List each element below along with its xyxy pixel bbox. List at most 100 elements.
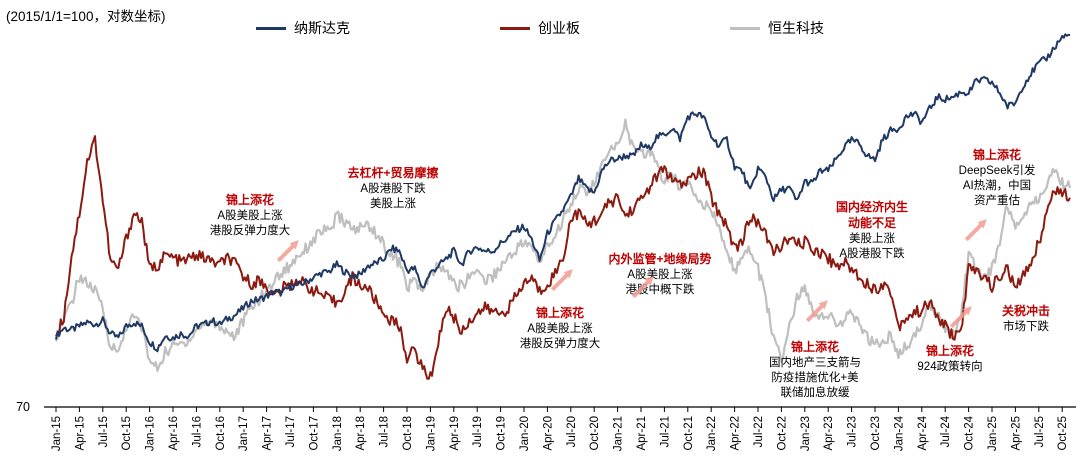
- legend: 纳斯达克 创业板 恒生科技: [0, 18, 1080, 38]
- annotation-title: 国内经济内生 动能不足: [836, 200, 908, 232]
- annotation-body-line: 美股上涨: [369, 198, 416, 210]
- x-tick-label: Oct-19: [496, 416, 508, 451]
- annotation-body-line: A股港股下跌: [839, 247, 905, 260]
- series-line-nasdaq: [55, 33, 1071, 353]
- legend-label: 创业板: [538, 20, 580, 36]
- chart-annotation: 锦上添花 国内地产三支箭与 防疫措施优化+美 联储加息放缓: [769, 340, 861, 401]
- x-tick-label: Apr-21: [636, 416, 648, 451]
- annotation-title-line: 关税冲击: [1001, 304, 1051, 318]
- annotation-body-line: 防疫措施优化+美: [771, 372, 859, 384]
- x-tick-label: Apr-17: [262, 416, 274, 451]
- annotation-title-line: 动能不足: [847, 215, 897, 230]
- annotation-body-line: 924政策转向: [917, 360, 983, 373]
- x-tick-label: Oct-20: [589, 416, 601, 451]
- x-tick-label: Apr-24: [917, 415, 929, 450]
- annotation-body-line: A股美股上涨: [217, 209, 283, 222]
- annotation-body: A股美股上涨 港股中概下跌: [608, 268, 711, 298]
- x-tick-label: Apr-18: [355, 416, 367, 451]
- annotation-body: 国内地产三支箭与 防疫措施优化+美 联储加息放缓: [769, 356, 861, 402]
- chart-annotation: 去杠杆+贸易摩擦 A股港股下跌 美股上涨: [347, 166, 438, 212]
- y-axis-min-label: 70: [16, 400, 30, 414]
- annotation-body: 美股上涨 A股港股下跌: [836, 232, 908, 262]
- annotation-title-line: 锦上添花: [972, 148, 1021, 162]
- x-tick-label: Jan-20: [519, 416, 531, 451]
- annotation-body: DeepSeek引发 AI热潮，中国 资产重估: [959, 164, 1036, 210]
- x-tick-label: Jul-22: [753, 416, 765, 447]
- x-tick-label: Jan-17: [238, 416, 250, 451]
- x-tick-label: Apr-15: [74, 416, 86, 451]
- chart-annotation: 锦上添花 A股美股上涨 港股反弹力度大: [210, 193, 291, 239]
- x-tick-label: Oct-22: [776, 416, 788, 451]
- chart-annotation: 锦上添花 A股美股上涨 港股反弹力度大: [520, 306, 601, 352]
- x-tick-label: Oct-18: [402, 416, 414, 451]
- annotation-body-line: DeepSeek引发: [958, 164, 1036, 177]
- legend-line-swatch: [256, 26, 286, 30]
- x-tick-label: Jul-24: [940, 415, 952, 447]
- annotation-body: A股港股下跌 美股上涨: [347, 182, 438, 212]
- annotation-body-line: 国内地产三支箭与: [769, 356, 861, 369]
- legend-item: 恒生科技: [730, 18, 824, 38]
- legend-item: 纳斯达克: [256, 18, 350, 38]
- x-tick-label: Jan-18: [332, 416, 344, 451]
- x-tick-label: Oct-21: [683, 416, 695, 451]
- x-tick-label: Jan-25: [987, 416, 999, 451]
- annotation-body-line: A股美股上涨: [627, 268, 693, 281]
- annotation-title: 去杠杆+贸易摩擦: [347, 166, 438, 182]
- annotation-body-line: 美股上涨: [848, 232, 895, 245]
- series-line-chinext: [55, 135, 1071, 380]
- annotation-body-line: 港股反弹力度大: [519, 338, 601, 350]
- annotation-title-line: 锦上添花: [535, 306, 584, 320]
- trend-arrow-icon: [550, 269, 573, 292]
- x-tick-label: Apr-19: [449, 416, 461, 451]
- chart-annotation: 锦上添花 DeepSeek引发 AI热潮，中国 资产重估: [959, 148, 1036, 209]
- trend-arrow-icon: [805, 300, 828, 323]
- x-tick-label: Jul-19: [472, 416, 484, 447]
- annotation-body-line: 港股中概下跌: [625, 284, 695, 296]
- annotation-title-line: 锦上添花: [225, 193, 274, 207]
- annotation-body-line: A股美股上涨: [527, 322, 593, 335]
- chart-annotation: 国内经济内生 动能不足 美股上涨 A股港股下跌: [836, 200, 908, 262]
- series-line-hstech: [55, 118, 1072, 372]
- axis-note: (2015/1/1=100，对数坐标): [6, 9, 166, 24]
- x-tick-label: Jul-20: [566, 416, 578, 447]
- x-tick-label: Apr-20: [542, 416, 554, 451]
- trend-arrow-icon: [631, 276, 654, 299]
- annotation-title: 锦上添花: [917, 344, 982, 360]
- annotation-title-line: 锦上添花: [925, 344, 974, 358]
- annotation-title: 锦上添花: [210, 193, 291, 209]
- x-tick-label: Jul-15: [98, 416, 110, 447]
- x-tick-label: Jul-17: [285, 416, 297, 447]
- trend-arrow-icon: [949, 306, 972, 329]
- x-tick-label: Jul-23: [847, 416, 859, 447]
- legend-line-swatch: [730, 26, 760, 30]
- annotation-title: 锦上添花: [520, 306, 601, 322]
- annotation-body-line: 市场下跌: [1002, 320, 1049, 333]
- annotation-body-line: 资产重估: [974, 195, 1020, 208]
- x-tick-label: Jan-22: [706, 416, 718, 451]
- x-tick-label: Oct-25: [1057, 416, 1069, 451]
- x-tick-label: Apr-22: [730, 416, 742, 451]
- annotation-title: 关税冲击: [1002, 304, 1050, 320]
- annotation-body: 924政策转向: [917, 360, 982, 375]
- x-tick-label: Jan-24: [893, 415, 905, 451]
- annotation-title: 内外监管+地缘局势: [608, 252, 711, 268]
- x-tick-label: Oct-16: [215, 416, 227, 451]
- annotation-title-line: 内外监管+地缘局势: [608, 252, 712, 266]
- x-tick-label: Apr-23: [823, 416, 835, 451]
- chart-annotation: 锦上添花 924政策转向: [917, 344, 982, 375]
- legend-line-swatch: [500, 26, 530, 30]
- annotation-body: A股美股上涨 港股反弹力度大: [520, 322, 601, 352]
- annotation-body-line: AI热潮，中国: [962, 180, 1032, 192]
- x-tick-label: Oct-17: [308, 416, 320, 451]
- annotation-body: 市场下跌: [1002, 320, 1050, 335]
- chart-annotation: 关税冲击 市场下跌: [1002, 304, 1050, 335]
- annotation-title-line: 去杠杆+贸易摩擦: [347, 166, 439, 180]
- x-tick-label: Oct-15: [121, 416, 133, 451]
- legend-label: 纳斯达克: [294, 20, 350, 36]
- x-tick-label: Jan-21: [613, 416, 625, 451]
- x-tick-label: Jan-16: [145, 416, 157, 451]
- x-tick-label: Jul-18: [379, 416, 391, 447]
- annotation-body-line: 联储加息放缓: [780, 387, 850, 400]
